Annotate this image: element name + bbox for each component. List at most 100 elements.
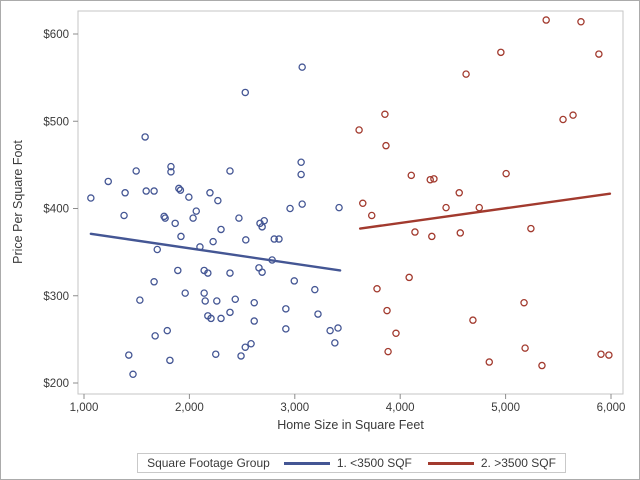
data-point-group1 [129, 370, 137, 379]
data-point-group2 [456, 229, 465, 237]
data-point-group1 [150, 278, 158, 286]
data-point-group1 [326, 326, 334, 335]
data-point-group2 [428, 232, 436, 241]
data-point-group1 [335, 203, 343, 212]
data-point-group1 [121, 189, 129, 197]
data-point-group2 [382, 141, 390, 150]
data-point-group1 [177, 232, 185, 241]
data-point-group2 [426, 175, 434, 184]
plot-frame [77, 10, 624, 395]
data-point-group1 [176, 186, 185, 194]
data-point-group2 [559, 115, 567, 124]
data-point-group1 [270, 235, 278, 243]
data-point-group2 [462, 70, 470, 78]
data-point-group1 [217, 314, 225, 323]
x-tick-label: 1,000 [70, 402, 99, 414]
data-point-group2 [605, 351, 613, 359]
legend-box: Square Footage Group 1. <3500 SQF 2. >35… [137, 453, 566, 473]
data-point-group1 [231, 295, 239, 303]
y-tick-label: $500 [43, 116, 69, 128]
data-point-group2 [392, 329, 400, 338]
y-axis-title: Price Per Square Foot [11, 140, 25, 264]
data-point-group1 [226, 308, 234, 317]
legend-line-swatch-group2 [427, 461, 474, 465]
data-point-group1 [247, 339, 255, 348]
data-point-group1 [255, 264, 263, 272]
data-point-group1 [120, 211, 128, 220]
data-point-group1 [151, 332, 159, 340]
data-point-group1 [185, 193, 193, 201]
y-tick-label: $300 [43, 291, 69, 303]
data-point-group2 [521, 344, 529, 352]
data-point-group1 [250, 298, 258, 307]
data-point-group1 [331, 339, 339, 347]
regression-line-group1 [89, 232, 342, 272]
legend-line-swatch-group1 [283, 461, 330, 465]
data-point-group1 [290, 277, 299, 285]
data-point-group1 [314, 310, 322, 318]
data-point-group1 [226, 167, 234, 175]
data-point-group1 [311, 285, 319, 294]
data-point-group2 [411, 228, 419, 236]
x-tick-label: 3,000 [280, 402, 309, 414]
data-point-group2 [475, 203, 483, 212]
data-point-group1 [136, 296, 144, 304]
data-point-group2 [502, 169, 510, 178]
data-point-group1 [204, 269, 212, 277]
data-point-group1 [163, 326, 172, 335]
data-point-group2 [538, 361, 546, 370]
data-point-group1 [241, 343, 250, 351]
data-point-group1 [298, 63, 306, 71]
data-point-group2 [367, 211, 376, 220]
data-point-group1 [174, 266, 182, 275]
data-point-group2 [577, 18, 585, 26]
data-point-group2 [455, 189, 463, 197]
data-point-group1 [171, 219, 179, 228]
data-point-group1 [166, 356, 174, 365]
data-point-group2 [597, 350, 605, 358]
data-point-group1 [237, 352, 245, 360]
data-point-group2 [381, 110, 389, 119]
x-tick-label: 4,000 [386, 402, 415, 414]
data-point-group1 [104, 177, 112, 186]
x-tick-label: 5,000 [491, 402, 520, 414]
y-tick-label: $200 [43, 378, 69, 390]
data-point-group1 [214, 196, 222, 205]
data-point-group1 [142, 187, 150, 195]
data-point-group2 [355, 126, 363, 134]
data-point-group1 [211, 350, 220, 358]
legend-label-group1: 1. <3500 SQF [336, 456, 412, 470]
data-point-group1 [213, 297, 221, 305]
data-point-group2 [407, 171, 416, 180]
data-point-group1 [334, 324, 342, 332]
y-tick-label: $600 [43, 29, 69, 41]
y-tick-label: $400 [43, 204, 69, 216]
data-point-group1 [286, 204, 294, 213]
data-point-group1 [226, 269, 234, 277]
data-point-group1 [250, 317, 258, 325]
data-point-group2 [542, 16, 550, 24]
regression-line-group2 [358, 192, 612, 230]
data-point-group1 [241, 88, 250, 97]
data-point-group1 [167, 162, 175, 171]
data-point-group2 [359, 199, 367, 208]
data-point-group2 [485, 358, 494, 366]
legend-title: Square Footage Group [147, 456, 270, 470]
data-point-group1 [209, 237, 217, 246]
data-point-group1 [161, 214, 169, 222]
x-axis-title: Home Size in Square Feet [277, 418, 424, 432]
data-point-group1 [153, 245, 162, 254]
x-tick-label: 6,000 [597, 402, 626, 414]
data-point-group1 [167, 168, 175, 176]
data-point-group2 [383, 306, 391, 315]
data-point-group1 [282, 325, 290, 333]
data-point-group2 [520, 298, 528, 307]
data-point-group2 [405, 273, 413, 282]
data-point-group2 [373, 285, 381, 293]
data-point-group1 [192, 207, 201, 215]
data-point-group1 [200, 289, 208, 297]
data-point-group2 [430, 175, 438, 183]
data-point-group1 [150, 187, 158, 195]
data-point-group1 [258, 268, 266, 276]
